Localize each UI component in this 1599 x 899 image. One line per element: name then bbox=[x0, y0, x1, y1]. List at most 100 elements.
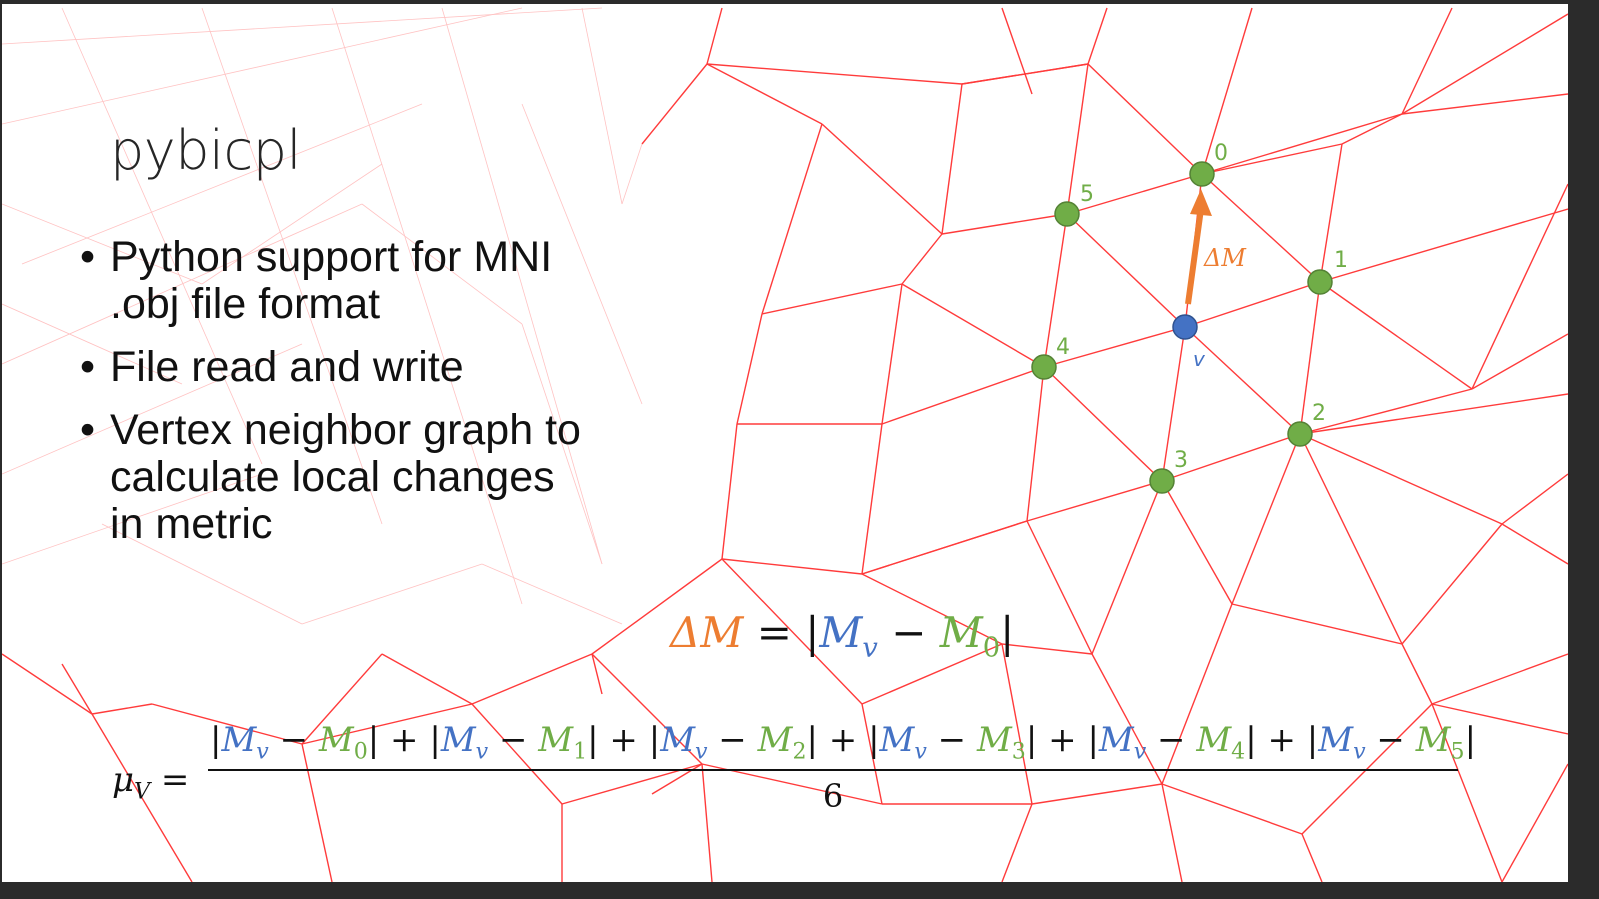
bullet-list: • Python support for MNI .obj file format… bbox=[80, 234, 600, 564]
mesh-edge bbox=[301, 653, 383, 745]
mesh-edge bbox=[1401, 93, 1568, 115]
mesh-edge bbox=[1201, 7, 1253, 175]
faint-mesh-edge bbox=[581, 7, 623, 205]
mesh-edge bbox=[1501, 523, 1568, 565]
mesh-edge bbox=[721, 423, 738, 560]
mesh-edge bbox=[301, 703, 473, 745]
mesh-edge bbox=[861, 423, 883, 575]
delta-m-arrowhead bbox=[1190, 189, 1212, 216]
mesh-edge bbox=[1301, 833, 1323, 882]
mesh-edge bbox=[1201, 173, 1321, 283]
bullet-item: • Python support for MNI .obj file format bbox=[80, 233, 553, 328]
abs-close: | bbox=[367, 720, 380, 760]
faint-mesh-edge bbox=[621, 143, 643, 205]
mesh-edge bbox=[1201, 143, 1343, 175]
delta-m-equation: ΔM = |Mv − M0| bbox=[670, 608, 1015, 664]
neighbor-vertex bbox=[1031, 354, 1057, 380]
term-mk: M bbox=[538, 720, 574, 760]
term-mv-sub: v bbox=[914, 738, 927, 765]
term-mk: M bbox=[1415, 720, 1451, 760]
mesh-edge bbox=[941, 83, 963, 235]
bullet-item: • File read and write bbox=[80, 343, 464, 391]
mesh-edge bbox=[1091, 653, 1163, 785]
term-mv: M bbox=[1318, 720, 1354, 760]
mesh-edge bbox=[1231, 603, 1403, 645]
mesh-edge bbox=[736, 313, 763, 425]
mesh-edge bbox=[1026, 366, 1045, 522]
bullet-text: File read and write bbox=[110, 343, 464, 391]
mesh-edge bbox=[881, 283, 903, 425]
mesh-edge bbox=[1471, 333, 1568, 390]
mean-lhs: μV = bbox=[112, 760, 190, 805]
faint-mesh-edge bbox=[301, 563, 483, 625]
center-vertex-label: v bbox=[1193, 347, 1206, 371]
term-plus: + bbox=[379, 720, 430, 760]
mesh-edge bbox=[1299, 393, 1568, 435]
mesh-edge bbox=[2, 653, 93, 715]
abs-close: | bbox=[1464, 720, 1477, 760]
mesh-edge bbox=[1319, 281, 1473, 390]
term-mv: M bbox=[1098, 720, 1134, 760]
term-mk-sub: 5 bbox=[1450, 738, 1465, 765]
mesh-edge bbox=[1043, 326, 1186, 368]
abs-close: | bbox=[1025, 720, 1038, 760]
mesh-edge bbox=[91, 713, 193, 882]
faint-mesh-edge bbox=[361, 203, 523, 325]
mesh-edge bbox=[706, 7, 723, 65]
denominator: 6 bbox=[822, 776, 844, 815]
faint-mesh-edge bbox=[61, 7, 263, 465]
mesh-edge bbox=[1401, 13, 1568, 115]
abs-close: | bbox=[587, 720, 599, 760]
neighbor-label: 0 bbox=[1214, 141, 1228, 166]
term-minus: − bbox=[926, 720, 977, 760]
neighbor-vertex bbox=[1054, 201, 1080, 227]
mesh-edge bbox=[1401, 643, 1433, 705]
mesh-edge bbox=[1043, 366, 1163, 482]
delta-m-arrow bbox=[1185, 208, 1204, 305]
neighbor-label: 2 bbox=[1312, 401, 1326, 426]
mesh-edge bbox=[1161, 783, 1303, 835]
mesh-edge bbox=[1087, 63, 1203, 175]
mesh-edge bbox=[1001, 643, 1033, 805]
center-vertex bbox=[1172, 314, 1198, 340]
faint-mesh-edge bbox=[201, 163, 383, 285]
arrow-label: ΔM bbox=[1203, 244, 1247, 272]
bullet-text: Vertex neighbor graph to calculate local… bbox=[110, 406, 581, 548]
neighbor-label: 4 bbox=[1056, 335, 1070, 360]
mesh-edge bbox=[761, 283, 903, 315]
faint-mesh-edge bbox=[2, 7, 523, 125]
mesh-lines bbox=[2, 7, 1568, 882]
faint-mesh-lines bbox=[2, 7, 643, 625]
term-mk-sub: 3 bbox=[1011, 738, 1026, 765]
mesh-edge bbox=[381, 653, 473, 705]
faint-mesh-edge bbox=[2, 303, 183, 385]
mesh-edge bbox=[1001, 7, 1033, 95]
mesh-edge bbox=[1001, 803, 1033, 882]
mesh-edge bbox=[1043, 213, 1068, 368]
term-plus: + bbox=[598, 720, 649, 760]
mesh-edge bbox=[1066, 63, 1089, 215]
neighbor-label: 3 bbox=[1174, 448, 1188, 473]
mesh-edge bbox=[1501, 473, 1568, 525]
mesh-edge bbox=[721, 558, 863, 705]
term-mk-sub: 0 bbox=[353, 738, 368, 765]
numerator: |Mv − M0| + |Mv − M1| + |Mv − M2| + |Mv … bbox=[208, 720, 1478, 765]
abs-open: | bbox=[1087, 720, 1099, 760]
term-mv: M bbox=[440, 720, 476, 760]
term-mv-sub: v bbox=[475, 738, 489, 765]
mesh-edge bbox=[471, 653, 593, 705]
term-minus: − bbox=[1365, 720, 1416, 760]
bullet-text: Python support for MNI .obj file format bbox=[110, 233, 553, 328]
term-mk-sub: 4 bbox=[1231, 738, 1246, 765]
term-mv-sub: v bbox=[695, 738, 708, 765]
faint-mesh-edge bbox=[481, 563, 623, 625]
mesh-edge bbox=[1161, 480, 1233, 605]
mesh-edge bbox=[1341, 113, 1403, 145]
mesh-edge bbox=[1161, 326, 1186, 482]
term-mk-sub: 2 bbox=[792, 738, 807, 765]
faint-mesh-edge bbox=[2, 203, 363, 365]
mesh-edge bbox=[471, 703, 563, 805]
mesh-edge bbox=[701, 763, 713, 882]
mesh-edge bbox=[591, 653, 603, 695]
term-mv-sub: v bbox=[256, 738, 269, 765]
